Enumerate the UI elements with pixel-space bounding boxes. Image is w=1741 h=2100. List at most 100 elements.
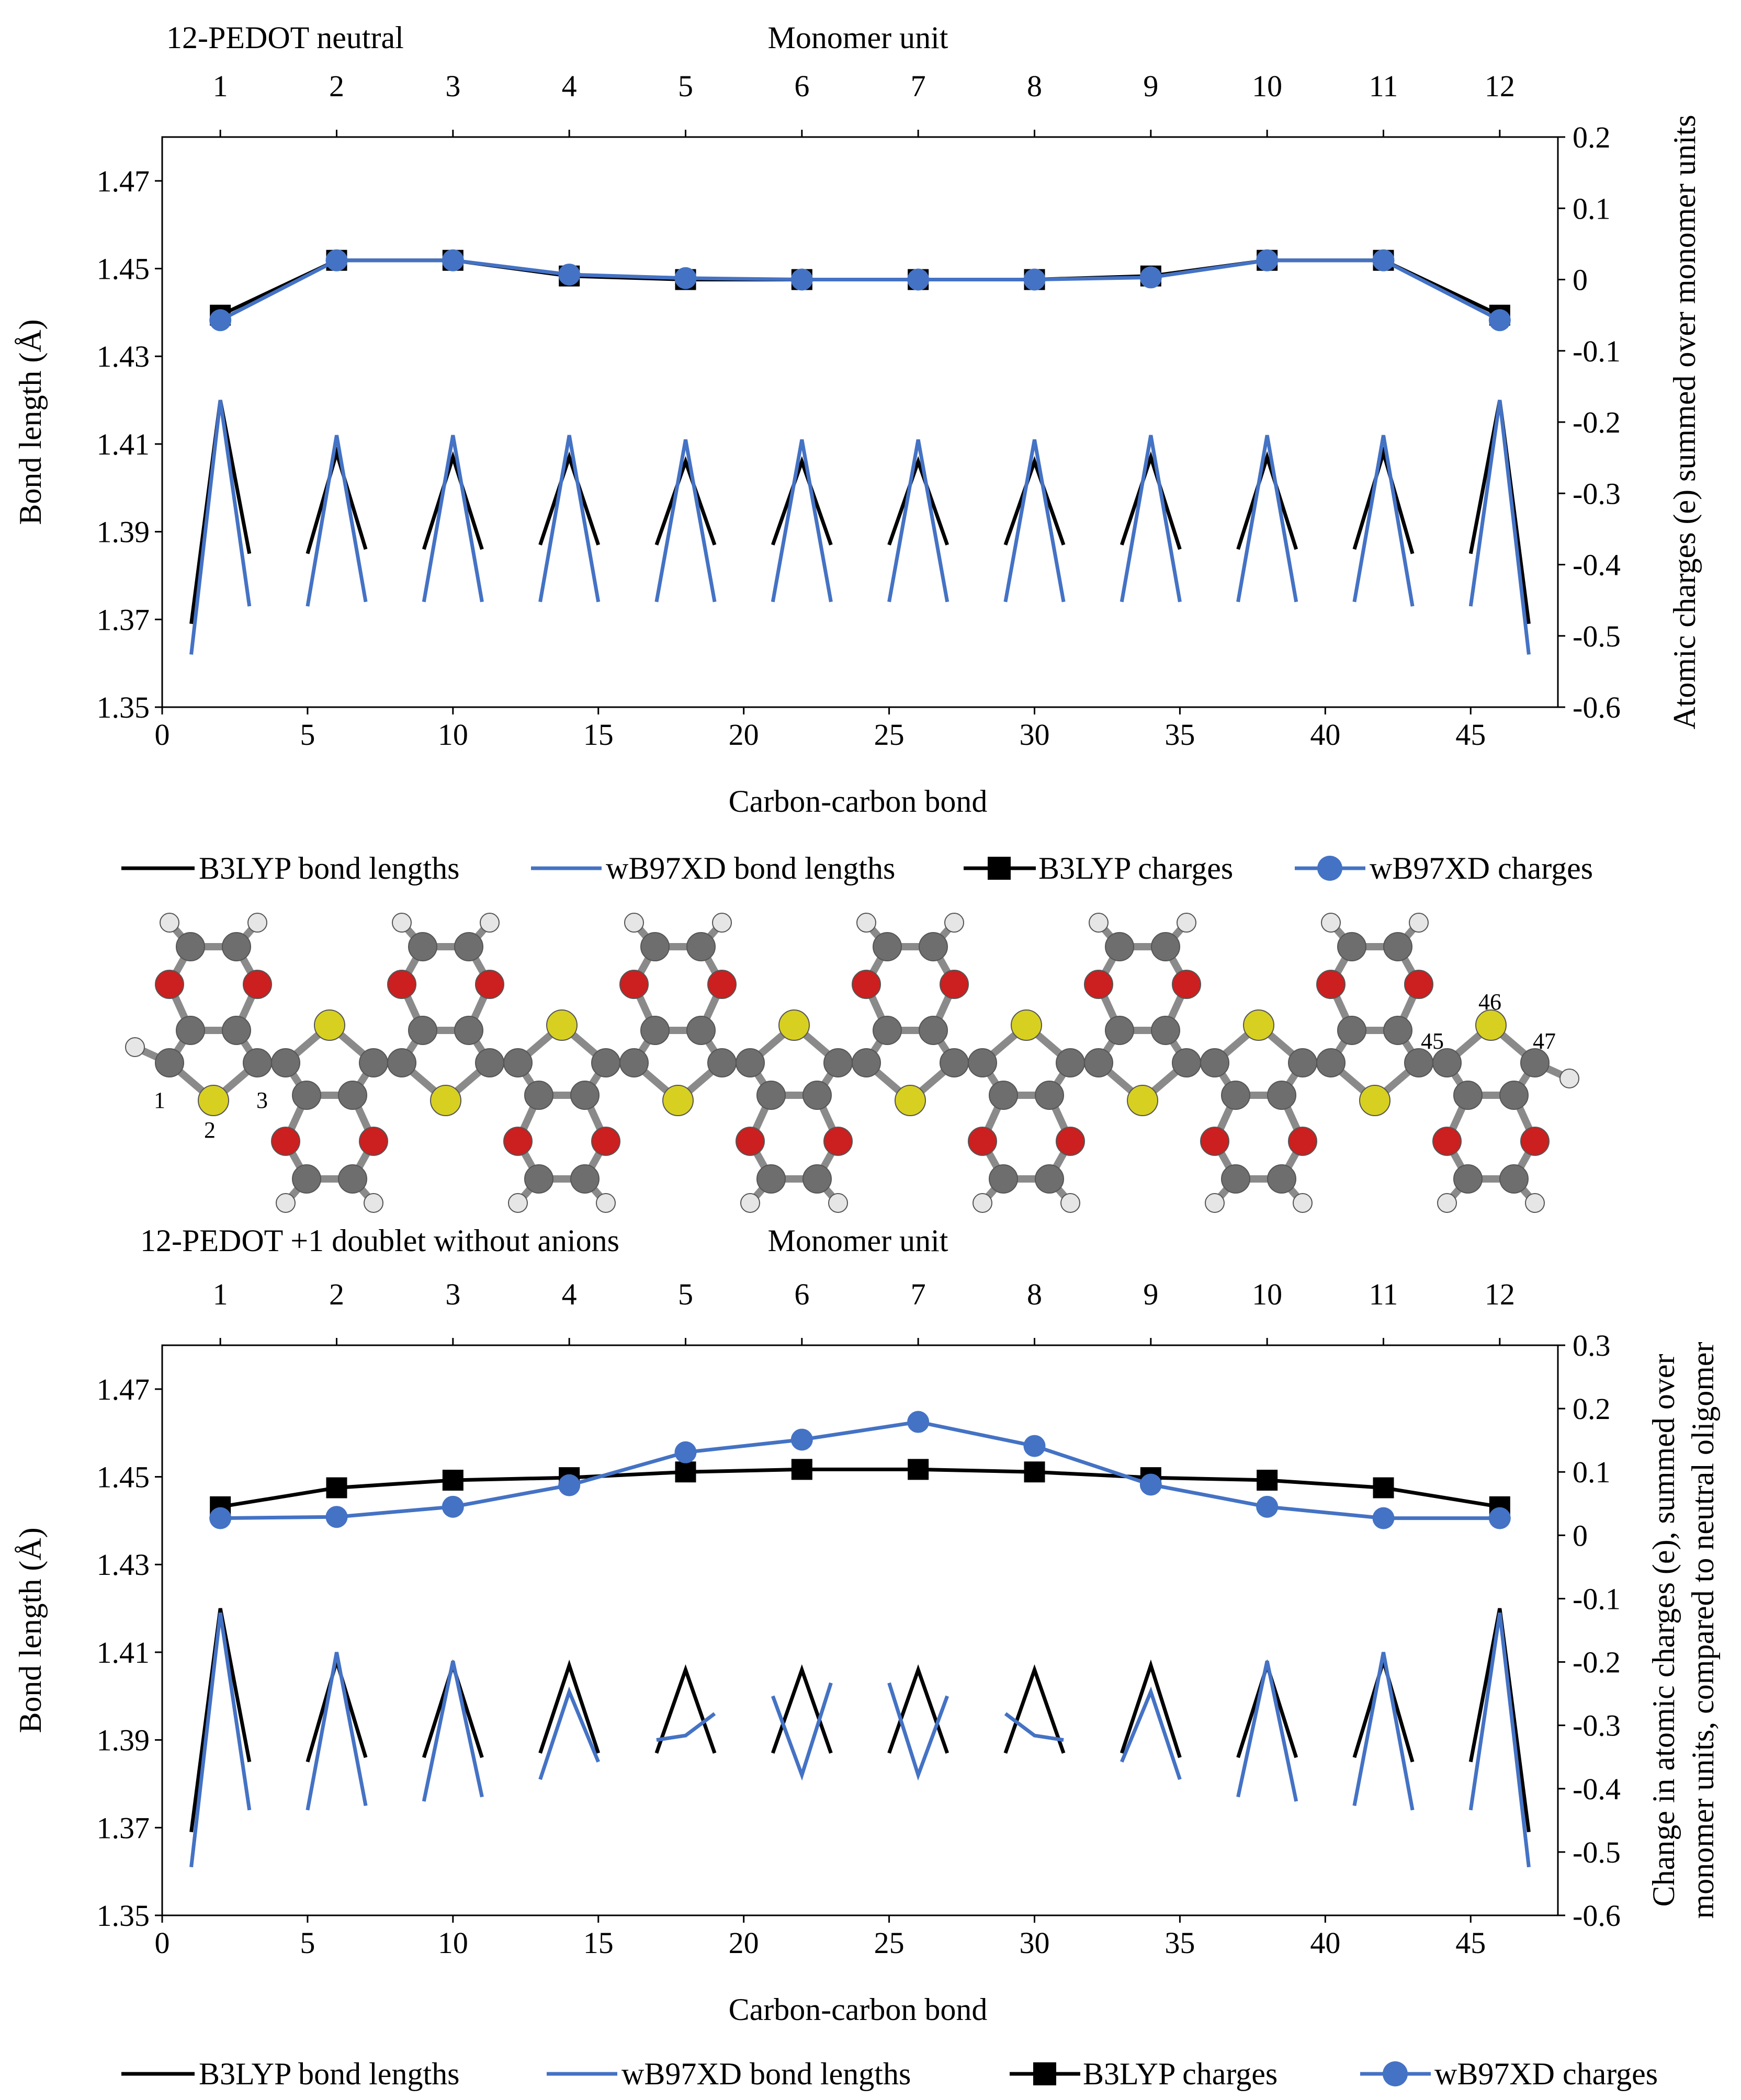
y2-tick-label: 0.3 <box>1573 1329 1611 1363</box>
x2-tick-label: 1 <box>213 1277 228 1311</box>
wb97xd-bond-length-line <box>1236 435 1298 603</box>
x2-tick-label: 2 <box>329 69 344 103</box>
wb97xd-charge-point <box>442 249 464 271</box>
carbon-atom <box>1035 1164 1064 1194</box>
carbon-atom <box>873 1016 902 1045</box>
b3lyp-bond-length-line <box>1120 451 1182 550</box>
wb97xd-bond-length-line <box>1120 435 1182 603</box>
carbon-atom <box>454 932 483 961</box>
carbon-atom <box>873 932 902 961</box>
carbon-atom <box>359 1048 388 1077</box>
x-tick-label: 5 <box>300 1926 315 1960</box>
wb97xd-bond-length-line <box>189 400 252 655</box>
carbon-atom <box>222 932 251 961</box>
y-tick-label: 1.35 <box>97 1899 150 1933</box>
b3lyp-bond-length-line <box>189 1608 252 1833</box>
panel-b-plot-frame <box>161 1344 1559 1916</box>
y-tick-label: 1.37 <box>97 1811 150 1845</box>
x-tick-label: 10 <box>438 718 468 752</box>
carbon-atom <box>1221 1164 1250 1194</box>
x2-tick-label: 12 <box>1485 1277 1515 1311</box>
x2-tick-label: 1 <box>213 69 228 103</box>
oxygen-atom <box>1056 1127 1085 1156</box>
carbon-atom <box>1221 1081 1250 1110</box>
legend-a-wb97xd-bond-label: wB97XD bond lengths <box>606 851 895 886</box>
wb97xd-charge-point <box>558 263 581 286</box>
x2-tick-label: 2 <box>329 1277 344 1311</box>
wb97xd-charge-point <box>209 1507 232 1529</box>
panel-b-chart: 12-PEDOT +1 doublet without anions Monom… <box>13 1223 1720 2027</box>
hydrogen-atom <box>828 1193 848 1213</box>
oxygen-atom <box>968 1127 997 1156</box>
legend-a-b3lyp-bond-label: B3LYP bond lengths <box>199 851 459 886</box>
y-tick-label: 1.41 <box>97 1636 150 1670</box>
x-tick-label: 15 <box>583 1926 614 1960</box>
carbon-atom <box>640 1016 670 1045</box>
carbon-atom <box>1200 1048 1229 1077</box>
carbon-atom <box>940 1048 969 1077</box>
atom-label-45: 45 <box>1421 1028 1444 1054</box>
carbon-atom <box>802 1081 832 1110</box>
wb97xd-bond-length-line <box>422 435 484 603</box>
sulfur-atom <box>895 1085 926 1116</box>
sulfur-atom <box>1359 1085 1390 1116</box>
panel-b-title: 12-PEDOT +1 doublet without anions <box>140 1223 619 1258</box>
hydrogen-atom <box>1559 1069 1579 1088</box>
y-tick-label: 1.43 <box>97 1548 150 1582</box>
wb97xd-charge-point <box>1023 268 1046 291</box>
carbon-atom <box>1316 1048 1346 1077</box>
oxygen-atom <box>1084 970 1113 999</box>
panel-b-y2-axis-title-line1: Change in atomic charges (e), summed ove… <box>1646 1354 1681 1907</box>
hydrogen-atom <box>1060 1193 1080 1213</box>
legend-a-wb97xd-charge-marker <box>1317 856 1342 881</box>
carbon-atom <box>736 1048 765 1077</box>
wb97xd-bond-length-line <box>189 1612 252 1868</box>
wb97xd-charge-point <box>1139 1473 1162 1496</box>
hydrogen-atom <box>712 913 732 933</box>
x-tick-label: 25 <box>874 1926 905 1960</box>
panel-a-y2-axis-title: Atomic charges (e) summed over monomer u… <box>1667 115 1702 729</box>
b3lyp-bond-length-line <box>422 451 484 550</box>
x-tick-label: 10 <box>438 1926 468 1960</box>
carbon-atom <box>1084 1048 1113 1077</box>
sulfur-atom <box>1011 1009 1042 1041</box>
wb97xd-bond-length-line <box>1120 1686 1182 1780</box>
x-tick-label: 35 <box>1165 718 1195 752</box>
b3lyp-charge-point <box>1257 1469 1278 1491</box>
oxygen-atom <box>591 1127 620 1156</box>
carbon-atom <box>1499 1081 1529 1110</box>
x-tick-label: 0 <box>155 718 170 752</box>
wb97xd-charge-point <box>790 268 813 291</box>
y2-tick-label: -0.4 <box>1573 1772 1621 1806</box>
panel-b-y2-axis-title-line2: monomer units, compared to neutral oligo… <box>1686 1342 1720 1919</box>
x2-tick-label: 6 <box>794 69 809 103</box>
x2-tick-label: 3 <box>445 1277 460 1311</box>
carbon-atom <box>524 1081 553 1110</box>
b3lyp-bond-length-line <box>887 456 949 546</box>
b3lyp-charge-point <box>1024 1461 1045 1483</box>
wb97xd-charge-point <box>1488 1507 1511 1529</box>
legend-b-b3lyp-bond-label: B3LYP bond lengths <box>199 2057 459 2091</box>
carbon-atom <box>823 1048 853 1077</box>
atom-label-1: 1 <box>154 1087 165 1113</box>
sulfur-atom <box>430 1085 461 1116</box>
carbon-atom <box>292 1164 321 1194</box>
x2-tick-label: 10 <box>1252 1277 1282 1311</box>
x-tick-label: 30 <box>1020 718 1050 752</box>
carbon-atom <box>707 1048 737 1077</box>
carbon-atom <box>1337 1016 1366 1045</box>
x2-tick-label: 9 <box>1143 69 1158 103</box>
carbon-atom <box>802 1164 832 1194</box>
wb97xd-bond-length-line <box>306 1652 368 1811</box>
panel-b-x-axis-title: Carbon-carbon bond <box>729 1992 988 2027</box>
x2-tick-label: 5 <box>678 69 693 103</box>
wb97xd-charge-line <box>220 1420 1500 1520</box>
x-tick-label: 0 <box>155 1926 170 1960</box>
y2-tick-label: -0.6 <box>1573 690 1621 724</box>
wb97xd-bond-length-line <box>771 439 833 603</box>
wb97xd-charge-point <box>790 1428 813 1451</box>
atom-label-46: 46 <box>1478 989 1501 1015</box>
hydrogen-atom <box>596 1193 616 1213</box>
wb97xd-bond-length-line <box>1004 1712 1064 1742</box>
hydrogen-atom <box>247 913 267 933</box>
